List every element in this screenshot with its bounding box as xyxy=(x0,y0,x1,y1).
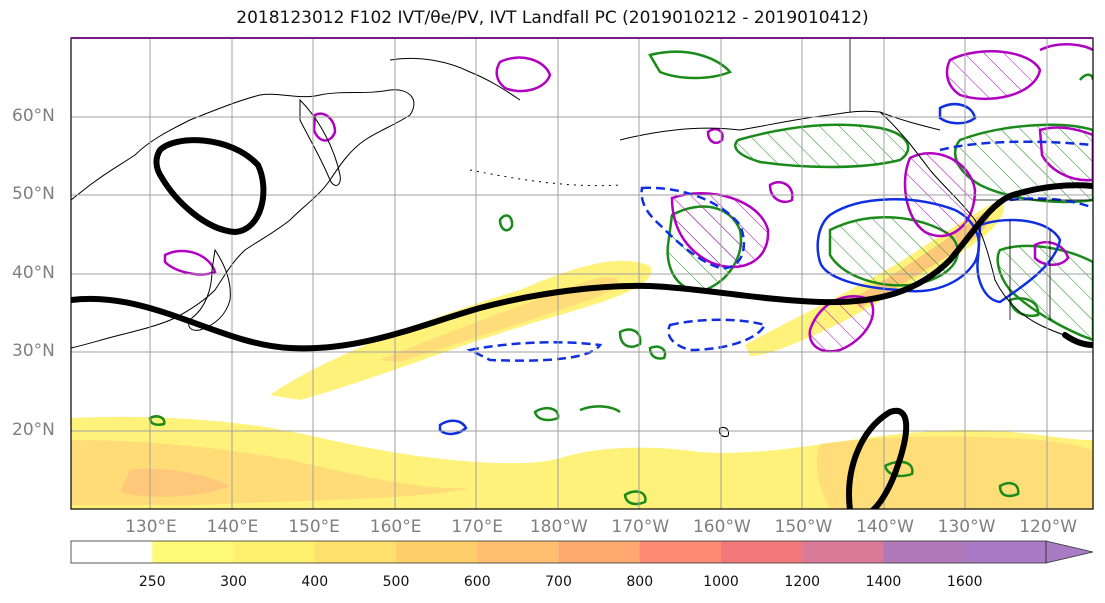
colorbar-swatch xyxy=(558,541,641,563)
lon-label: 130°W xyxy=(937,517,996,537)
coast-arctic xyxy=(389,57,521,101)
lat-label: 40°N xyxy=(12,262,55,283)
lon-label: 160°E xyxy=(369,517,422,537)
colorbar-swatch xyxy=(71,541,153,563)
lat-label: 60°N xyxy=(12,105,55,126)
border-canada-us xyxy=(849,38,1093,320)
colorbar-swatch xyxy=(477,541,559,563)
lon-label: 140°W xyxy=(856,517,914,537)
colorbar-tick-label: 300 xyxy=(220,574,247,590)
colorbar-swatch xyxy=(152,541,234,563)
ivt-river-midlat-core xyxy=(380,277,619,362)
colorbar-swatches xyxy=(71,541,1047,563)
coast-aleutians xyxy=(469,169,621,187)
colorbar-tick-label: 250 xyxy=(138,574,166,590)
colorbar-tick-label: 400 xyxy=(301,574,329,590)
lat-label: 20°N xyxy=(12,419,55,440)
colorbar-swatch xyxy=(964,541,1047,563)
lon-label: 150°E xyxy=(288,517,340,537)
colorbar-swatch xyxy=(802,541,884,563)
colorbar-tick-label: 1400 xyxy=(865,574,902,590)
colorbar-tick-label: 1200 xyxy=(784,574,821,590)
colorbar-extend-arrow xyxy=(1045,540,1094,564)
theta-e-main-line xyxy=(71,182,1093,352)
colorbar-swatch xyxy=(233,541,316,563)
blue-solid-contours xyxy=(438,102,1062,436)
lon-label: 180°W xyxy=(529,517,588,537)
ivt-band-tropical-core-b xyxy=(120,468,230,497)
theta-e-loop-asia xyxy=(153,137,267,236)
coast-north-america xyxy=(879,111,1093,346)
colorbar-tick-label: 600 xyxy=(463,574,491,590)
colorbar-tick-label: 1000 xyxy=(703,574,739,590)
coast-hawaii xyxy=(719,427,729,437)
colorbar-swatch xyxy=(721,541,803,563)
blue-dashed-contours xyxy=(466,140,1093,362)
lon-label: 170°E xyxy=(451,517,504,537)
lat-label: 50°N xyxy=(12,184,55,204)
lon-label: 140°E xyxy=(206,517,259,537)
graticule xyxy=(71,38,1093,509)
colorbar-frame xyxy=(70,540,1047,564)
lon-label: 130°E xyxy=(125,517,177,537)
colorbar-swatch xyxy=(314,541,397,563)
colorbar-tick-label: 700 xyxy=(545,574,572,590)
colorbar-swatch xyxy=(396,541,478,563)
colorbar-swatch xyxy=(639,541,722,563)
lon-label: 170°W xyxy=(611,517,670,537)
lon-label: 150°W xyxy=(774,517,833,537)
colorbar-swatch xyxy=(883,541,966,563)
colorbar xyxy=(70,540,1094,564)
coast-japan xyxy=(188,248,231,331)
map-title: 2018123012 F102 IVT/θe/PV, IVT Landfall … xyxy=(236,8,869,28)
colorbar-tick-label: 800 xyxy=(626,574,654,590)
colorbar-tick-label: 500 xyxy=(382,574,410,590)
colorbar-tick-label: 1600 xyxy=(946,574,983,590)
theta-e-loop-subtropic xyxy=(846,407,910,509)
lon-label: 120°W xyxy=(1019,517,1078,537)
lon-label: 160°W xyxy=(692,517,751,537)
lat-label: 30°N xyxy=(12,341,55,361)
theta-e-east-line xyxy=(1062,332,1093,348)
theta-e-contours xyxy=(71,137,1093,509)
